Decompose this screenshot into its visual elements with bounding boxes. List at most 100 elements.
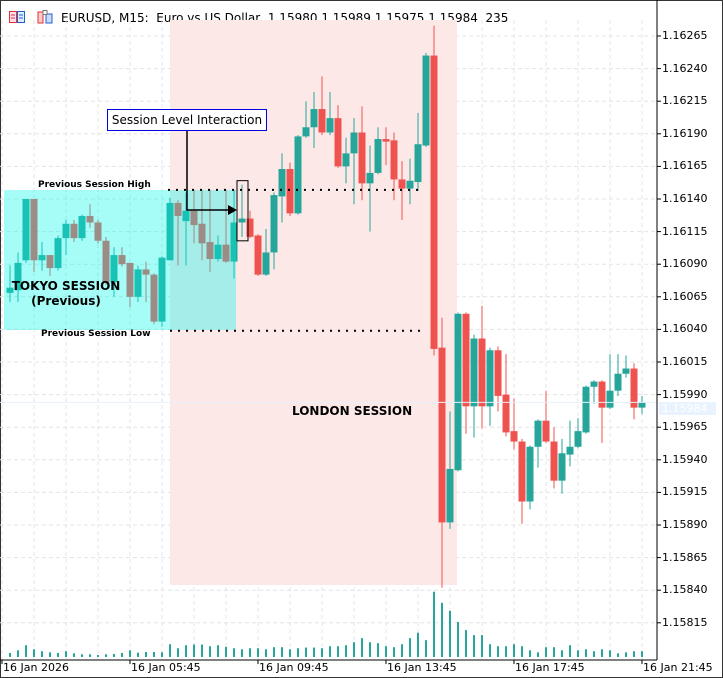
- time-tick-label: 16 Jan 13:45: [387, 661, 457, 674]
- candle-bear: [550, 441, 558, 481]
- price-tick-label: 1.15890: [662, 518, 708, 531]
- candle-bull: [6, 287, 14, 293]
- candle-bull: [486, 350, 494, 407]
- candle-bull: [446, 468, 454, 523]
- candle-bear: [630, 368, 638, 408]
- candle-bear: [190, 210, 198, 226]
- tokyo-session-label: TOKYO SESSION: [11, 279, 121, 293]
- tokyo-session-zone: [4, 190, 236, 330]
- price-tick-label: 1.15990: [662, 387, 708, 401]
- price-tick-label: 1.15865: [662, 550, 708, 564]
- candle-bear: [206, 242, 214, 259]
- price-tick-label: 1.16265: [662, 29, 708, 42]
- candle-bull: [158, 257, 166, 322]
- price-tick-label: 1.16215: [662, 94, 708, 108]
- candle-bull: [454, 313, 462, 471]
- price-tick-label: 1.16090: [662, 257, 708, 271]
- price-tick-label: 1.15915: [662, 485, 708, 499]
- candle-bear: [94, 222, 102, 241]
- price-tick-label: 1.16240: [662, 61, 708, 75]
- candle-bear: [174, 202, 182, 216]
- candle-bear: [286, 169, 294, 214]
- candle-bull: [14, 262, 22, 291]
- candle-bear: [246, 218, 254, 237]
- candle-bull: [566, 446, 574, 455]
- candle-bull: [614, 373, 622, 391]
- candle-bear: [334, 118, 342, 167]
- price-tick-label: 1.16065: [662, 289, 708, 303]
- candle-bear: [494, 350, 502, 396]
- candle-bull: [366, 172, 374, 184]
- price-tick-label: 1.16140: [662, 192, 708, 205]
- candle-bear: [462, 313, 470, 407]
- candle-bull: [62, 223, 70, 239]
- chart-template-icon[interactable]: [37, 10, 53, 24]
- price-tick-label: 1.16040: [662, 322, 708, 336]
- candle-bull: [406, 180, 414, 189]
- candle-bull: [326, 118, 334, 133]
- candle-bear: [502, 394, 510, 433]
- candle-bear: [438, 347, 446, 523]
- candle-bull: [590, 381, 598, 387]
- price-tick-label: 1.16165: [662, 159, 708, 173]
- candle-bear: [430, 55, 438, 349]
- candle-bull: [270, 195, 278, 253]
- candle-bull: [342, 153, 350, 167]
- candle-bull: [166, 202, 174, 261]
- candle-bull: [78, 215, 86, 239]
- candle-bear: [358, 132, 366, 184]
- candle-bear: [86, 215, 94, 223]
- candle-bull: [606, 390, 614, 408]
- candle-bear: [598, 381, 606, 408]
- candle-bull: [310, 109, 318, 128]
- candle-bear: [198, 223, 206, 244]
- candle-bull: [230, 222, 238, 262]
- candle-bull: [262, 252, 270, 275]
- candle-bull: [22, 199, 30, 261]
- price-tick-label: 1.15815: [662, 615, 708, 629]
- candle-bull: [134, 269, 142, 297]
- candle-bear: [510, 431, 518, 442]
- candle-bull: [534, 420, 542, 447]
- candle-bull: [374, 139, 382, 173]
- candle-bull: [470, 338, 478, 407]
- candle-bear: [398, 179, 406, 189]
- candle-bull: [638, 402, 646, 408]
- candle-bear: [126, 262, 134, 297]
- candle-bull: [38, 255, 46, 261]
- price-tick-label: 1.15940: [662, 452, 708, 466]
- price-tick-label: 1.15840: [662, 583, 708, 597]
- candle-bear: [382, 139, 390, 142]
- time-tick-label: 16 Jan 05:45: [131, 661, 201, 674]
- price-tick-label: 1.16115: [662, 224, 708, 238]
- time-tick-label: 16 Jan 2026: [3, 661, 69, 674]
- price-tick-label: 1.15965: [662, 420, 708, 434]
- london-session-label: LONDON SESSION: [292, 404, 413, 418]
- prev-high-label: Previous Session High: [38, 180, 151, 190]
- chart-list-icon[interactable]: [9, 10, 25, 24]
- time-tick-label: 16 Jan 17:45: [515, 661, 585, 674]
- symbol: EURUSD, M15:: [61, 11, 149, 25]
- price-tick-label: 1.16190: [662, 126, 708, 140]
- candle-bear: [254, 235, 262, 275]
- candle-bull: [302, 127, 310, 137]
- candle-bull: [422, 55, 430, 146]
- callout-arrow-line: [186, 130, 230, 211]
- bar-count: 235: [485, 11, 509, 25]
- interaction-highlight-box: [236, 180, 249, 242]
- candle-bull: [238, 218, 246, 223]
- candle-bear: [30, 199, 38, 261]
- tokyo-session-sublabel: (Previous): [31, 294, 101, 308]
- time-tick-label: 16 Jan 09:45: [259, 661, 329, 674]
- candle-bull: [526, 446, 534, 502]
- time-tick-label: 16 Jan 21:45: [643, 661, 713, 674]
- candle-bull: [622, 368, 630, 374]
- candle-bear: [478, 338, 486, 407]
- candle-bear: [318, 109, 326, 133]
- candle-bull: [214, 244, 222, 259]
- candle-bull: [278, 169, 286, 197]
- candle-bull: [350, 132, 358, 154]
- session-level-interaction-callout: Session Level Interaction: [107, 109, 267, 131]
- candle-bear: [390, 140, 398, 180]
